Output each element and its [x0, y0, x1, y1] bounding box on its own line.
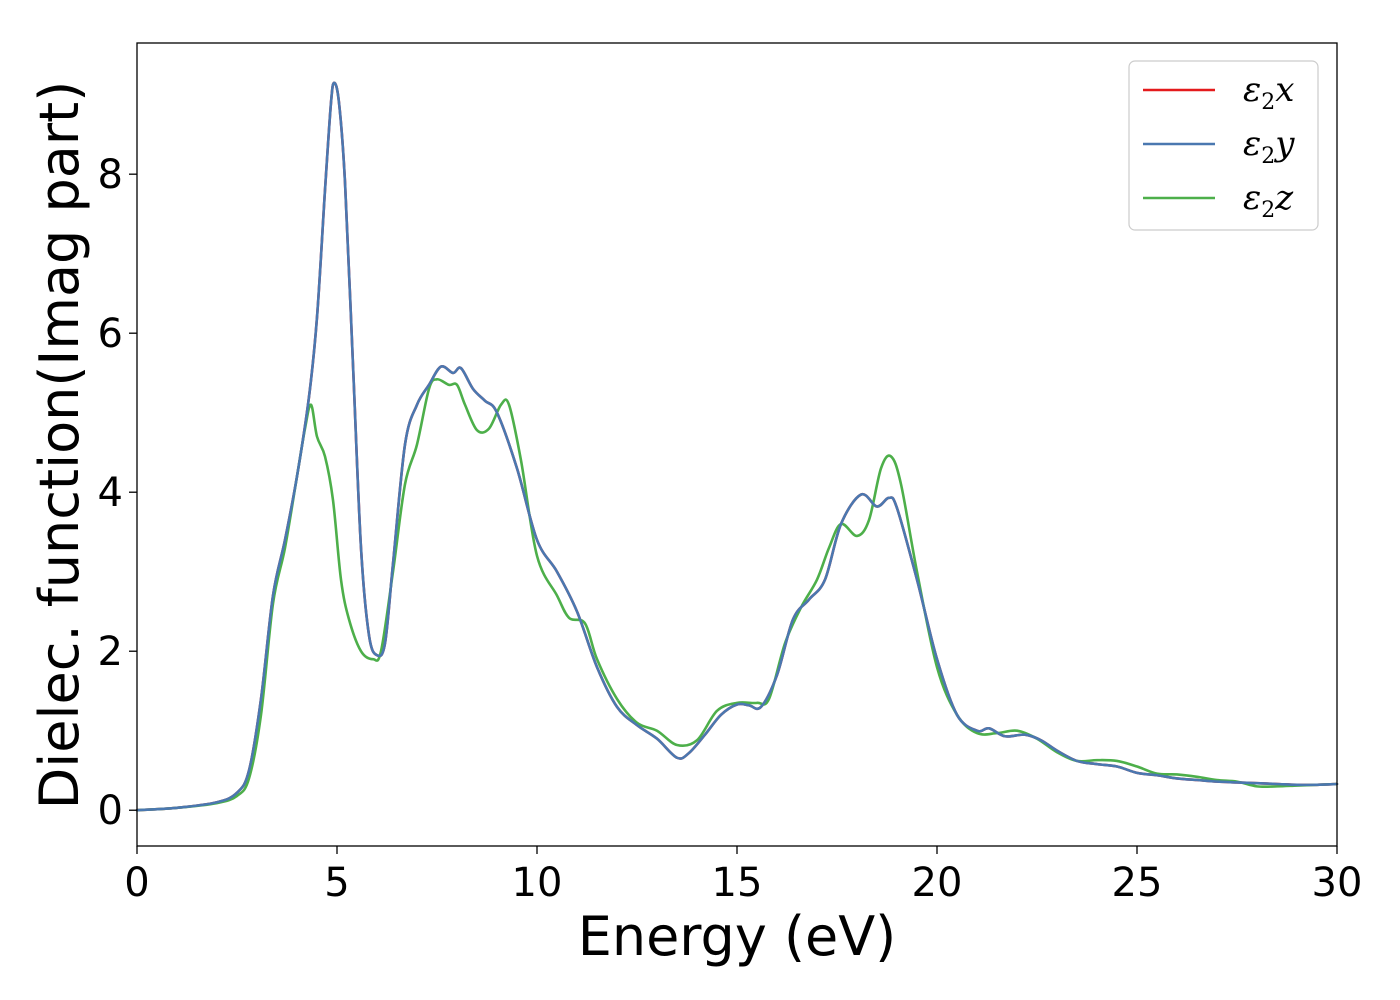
y-tick-label: 8 — [98, 152, 123, 198]
legend-box — [1128, 60, 1319, 231]
legend-label-y: ε2y — [1243, 124, 1295, 169]
x-tick-label: 20 — [912, 860, 963, 906]
y-tick-label: 4 — [98, 470, 123, 516]
x-tick-label: 10 — [512, 860, 563, 906]
y-tick-label: 0 — [98, 788, 123, 834]
x-tick-label: 15 — [712, 860, 763, 906]
legend: ε2x ε2y ε2z — [1128, 60, 1319, 231]
x-tick-label: 0 — [124, 860, 149, 906]
legend-label-x: ε2x — [1243, 70, 1294, 115]
y-tick-label: 2 — [98, 629, 123, 675]
x-axis-title: Energy (eV) — [578, 905, 897, 968]
y-tick-label: 6 — [98, 311, 123, 357]
x-tick-label: 5 — [324, 860, 349, 906]
y-axis-title: Dielec. function(Imag part) — [28, 81, 91, 810]
series-layer — [135, 81, 1339, 812]
x-tick-label: 25 — [1112, 860, 1163, 906]
legend-label-z: ε2z — [1243, 178, 1294, 223]
series-line-y — [135, 81, 1339, 812]
x-tick-label: 30 — [1312, 860, 1363, 906]
ticks-layer: 0 5 10 15 20 25 30 0 2 4 6 8 — [98, 152, 1363, 906]
